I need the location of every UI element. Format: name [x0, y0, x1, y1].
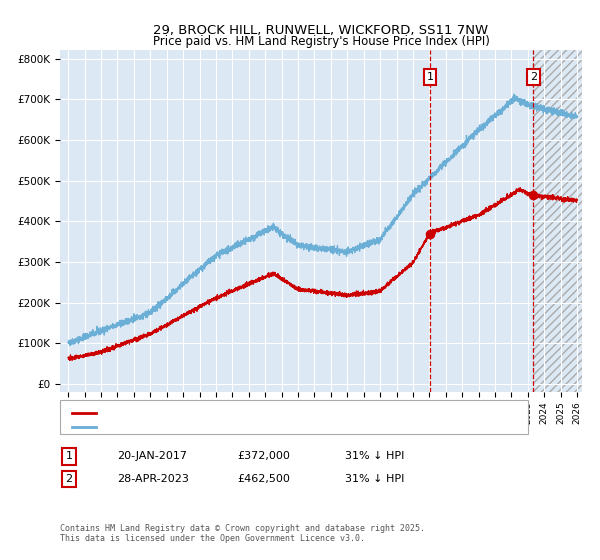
Text: 31% ↓ HPI: 31% ↓ HPI	[345, 474, 404, 484]
Text: Contains HM Land Registry data © Crown copyright and database right 2025.
This d: Contains HM Land Registry data © Crown c…	[60, 524, 425, 543]
Text: 2: 2	[65, 474, 73, 484]
Text: 1: 1	[65, 451, 73, 461]
Text: £372,000: £372,000	[237, 451, 290, 461]
Text: £462,500: £462,500	[237, 474, 290, 484]
Text: 20-JAN-2017: 20-JAN-2017	[117, 451, 187, 461]
Text: 29, BROCK HILL, RUNWELL, WICKFORD, SS11 7NW: 29, BROCK HILL, RUNWELL, WICKFORD, SS11 …	[154, 24, 488, 38]
Text: 2: 2	[530, 72, 537, 82]
Text: 1: 1	[427, 72, 434, 82]
Text: 29, BROCK HILL, RUNWELL, WICKFORD, SS11 7NW (detached house): 29, BROCK HILL, RUNWELL, WICKFORD, SS11 …	[102, 408, 460, 418]
Bar	[533, 0, 600, 404]
Text: Price paid vs. HM Land Registry's House Price Index (HPI): Price paid vs. HM Land Registry's House …	[152, 35, 490, 49]
Text: 28-APR-2023: 28-APR-2023	[117, 474, 189, 484]
Text: 31% ↓ HPI: 31% ↓ HPI	[345, 451, 404, 461]
Text: HPI: Average price, detached house, Chelmsford: HPI: Average price, detached house, Chel…	[102, 422, 355, 432]
Point	[425, 230, 435, 239]
Point	[529, 190, 538, 199]
